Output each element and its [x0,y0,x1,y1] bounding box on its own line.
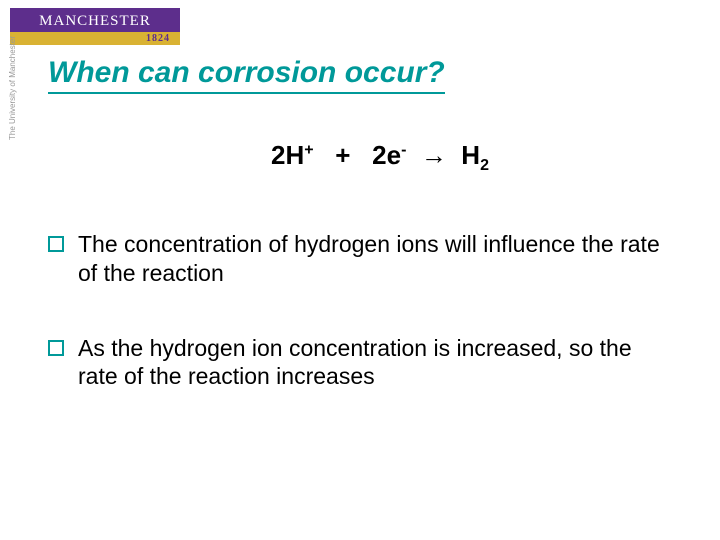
eq-rhs-species: H [461,140,480,170]
logo-year: 1824 [10,32,180,45]
eq-rhs-sub: 2 [480,157,489,174]
chemical-equation: 2H+ + 2e- → H2 [0,140,720,175]
bullet-text: The concentration of hydrogen ions will … [78,230,672,288]
slide-title: When can corrosion occur? [48,56,445,94]
list-item: As the hydrogen ion concentration is inc… [48,334,672,392]
eq-sup-1: + [304,141,313,158]
bullet-list: The concentration of hydrogen ions will … [48,230,672,437]
eq-plus: + [335,140,350,170]
eq-species-1: H [285,140,304,170]
eq-coeff-2: 2 [372,140,386,170]
logo-name: MANCHESTER [10,8,180,32]
bullet-text: As the hydrogen ion concentration is inc… [78,334,672,392]
university-logo: MANCHESTER 1824 The University of Manche… [10,8,180,45]
bullet-square-icon [48,340,64,356]
bullet-square-icon [48,236,64,252]
eq-arrow: → [421,140,447,170]
eq-sup-2: - [401,141,406,158]
eq-coeff-1: 2 [271,140,285,170]
logo-subtext: The University of Manchester [8,50,17,140]
eq-species-2: e [387,140,401,170]
list-item: The concentration of hydrogen ions will … [48,230,672,288]
